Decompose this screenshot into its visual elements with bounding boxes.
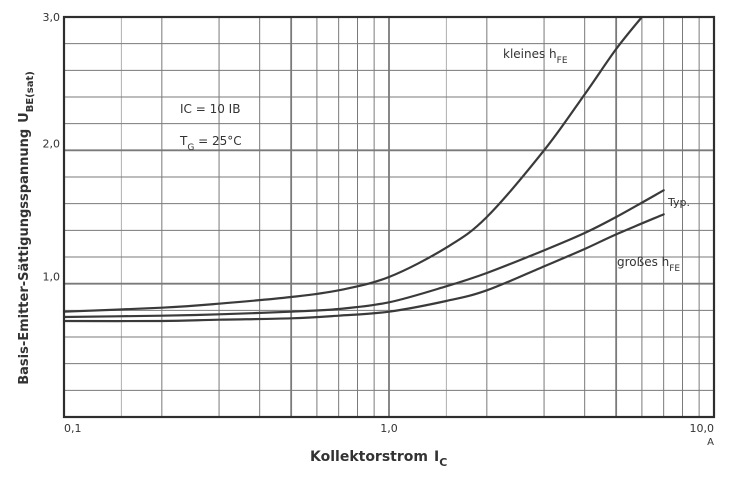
y-axis-title-sub: BE(sat) (25, 71, 36, 112)
series-label-grosses: großes hFE (617, 255, 680, 274)
x-tick-label: 1,0 (380, 422, 398, 435)
x-axis-title-symbol: I (434, 449, 439, 465)
series-label-kleines-sub: FE (557, 56, 568, 66)
condition-tg-rest: = 25°C (194, 134, 241, 148)
series-line-2 (62, 213, 665, 323)
y-tick-label: 1,0 (43, 271, 61, 284)
x-tick-label: 10,0 (690, 422, 715, 435)
grid-layer (64, 17, 714, 417)
series-label-typ: Typ. (667, 196, 690, 209)
x-axis-title-text: Kollektorstrom (310, 449, 428, 465)
curve-layer (62, 15, 665, 323)
y-axis-title-group: Basis-Emitter-Sättigungsspannung UBE(sat) (17, 71, 36, 385)
x-axis-unit: A (707, 437, 714, 448)
plot-frame (62, 15, 716, 419)
y-tick-label: 2,0 (43, 137, 61, 150)
series-label-grosses-main: großes h (617, 255, 669, 269)
series-label-grosses-sub: FE (669, 264, 680, 274)
x-axis-title-sub: C (439, 456, 447, 469)
condition-ic: IC = 10 IB (180, 102, 240, 116)
x-tick-label: 0,1 (64, 422, 82, 435)
y-axis-title-text: Basis-Emitter-Sättigungsspannung (17, 129, 32, 385)
series-label-kleines: kleines hFE (503, 47, 568, 66)
condition-tg-main: T (179, 134, 188, 148)
series-line-0 (62, 15, 643, 313)
x-axis-title: Kollektorstrom IC (310, 449, 447, 469)
y-axis-title-symbol: U (17, 112, 32, 123)
tick-labels: 0,1 1,0 10,0 A 1,0 2,0 3,0 (43, 11, 715, 448)
y-tick-label: 3,0 (43, 11, 61, 24)
condition-tg-sub: G (187, 143, 194, 153)
y-axis-title: Basis-Emitter-Sättigungsspannung UBE(sat) (17, 71, 36, 385)
series-line-1 (62, 189, 665, 319)
condition-tg: TG = 25°C (179, 134, 242, 153)
series-label-kleines-main: kleines h (503, 47, 557, 61)
